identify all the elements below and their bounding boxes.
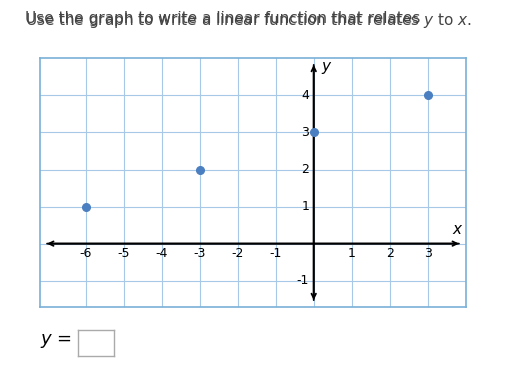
Text: 2: 2 — [300, 163, 309, 176]
Text: -5: -5 — [118, 247, 130, 260]
Text: $y$ =: $y$ = — [40, 332, 72, 350]
Text: Use the graph to write a linear function that relates $y$ to $x$.: Use the graph to write a linear function… — [25, 11, 471, 30]
Text: 1: 1 — [300, 200, 309, 213]
Text: -4: -4 — [156, 247, 168, 260]
Text: Use the graph to write a linear function that relates: Use the graph to write a linear function… — [25, 11, 425, 26]
Text: -3: -3 — [193, 247, 206, 260]
Text: 3: 3 — [423, 247, 431, 260]
Text: -1: -1 — [269, 247, 281, 260]
Text: -6: -6 — [80, 247, 92, 260]
Text: -2: -2 — [231, 247, 243, 260]
Text: 3: 3 — [300, 126, 309, 139]
Text: 2: 2 — [385, 247, 393, 260]
Text: 1: 1 — [347, 247, 355, 260]
Text: 4: 4 — [300, 89, 309, 102]
Text: $y$: $y$ — [320, 60, 331, 76]
Text: -1: -1 — [296, 274, 309, 287]
Text: $x$: $x$ — [451, 222, 463, 237]
